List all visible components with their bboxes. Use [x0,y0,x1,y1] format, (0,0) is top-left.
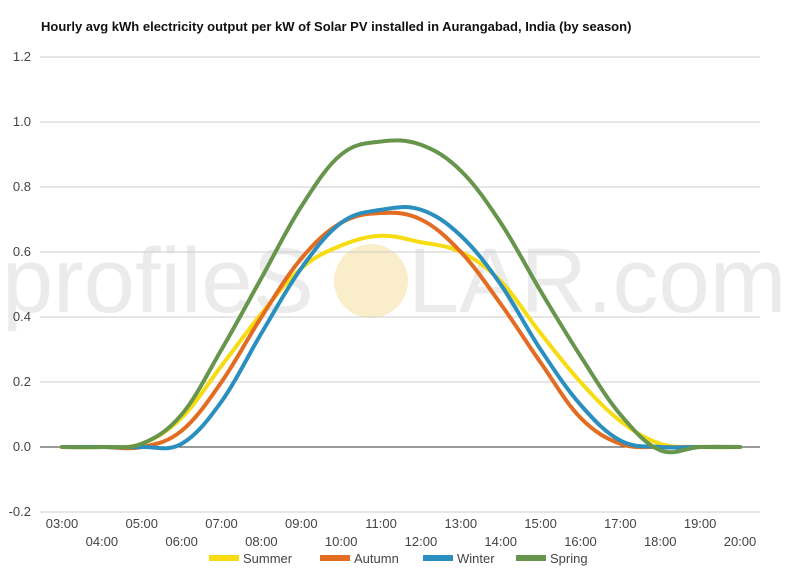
series-line-autumn [60,210,742,451]
x-tick-label: 06:00 [165,534,198,549]
x-tick-label: 20:00 [724,534,757,549]
y-axis-labels: -0.2 0.0 0.2 0.4 0.6 0.8 1.0 1.2 [9,49,31,519]
x-tick-label: 03:00 [46,516,79,531]
legend-label: Autumn [354,551,399,566]
x-tick-label: 12:00 [405,534,438,549]
legend-swatch [423,555,453,561]
legend-label: Winter [457,551,495,566]
x-axis-labels: 03:00 04:00 05:00 06:00 07:00 08:00 09:00 10:00… [46,516,757,549]
legend-label: Summer [243,551,293,566]
x-tick-label: 16:00 [564,534,597,549]
x-tick-label: 13:00 [445,516,478,531]
legend-swatch [320,555,350,561]
x-tick-label: 07:00 [205,516,238,531]
y-tick-label: -0.2 [9,504,31,519]
y-tick-label: 0.6 [13,244,31,259]
legend: Summer Autumn Winter Spring [209,551,588,566]
x-tick-label: 08:00 [245,534,278,549]
series-line-summer [60,233,742,450]
x-tick-label: 09:00 [285,516,318,531]
series-line-spring [60,138,742,455]
legend-swatch [209,555,239,561]
y-tick-label: 1.2 [13,49,31,64]
series-line-winter [60,205,742,451]
x-tick-label: 10:00 [325,534,358,549]
legend-swatch [516,555,546,561]
x-tick-label: 05:00 [125,516,158,531]
x-tick-label: 04:00 [86,534,119,549]
x-tick-label: 15:00 [524,516,557,531]
x-tick-label: 19:00 [684,516,717,531]
x-tick-label: 18:00 [644,534,677,549]
y-tick-label: 0.8 [13,179,31,194]
y-tick-label: 0.0 [13,439,31,454]
legend-item-spring: Spring [516,551,588,566]
x-tick-label: 17:00 [604,516,637,531]
legend-item-autumn: Autumn [320,551,399,566]
watermark-sun-icon [334,244,408,318]
y-tick-label: 0.4 [13,309,31,324]
chart-title: Hourly avg kWh electricity output per kW… [41,19,632,34]
legend-item-winter: Winter [423,551,495,566]
y-tick-label: 0.2 [13,374,31,389]
legend-item-summer: Summer [209,551,293,566]
y-tick-label: 1.0 [13,114,31,129]
legend-label: Spring [550,551,588,566]
x-tick-label: 14:00 [484,534,517,549]
series-lines [60,138,742,455]
x-tick-label: 11:00 [365,516,397,531]
